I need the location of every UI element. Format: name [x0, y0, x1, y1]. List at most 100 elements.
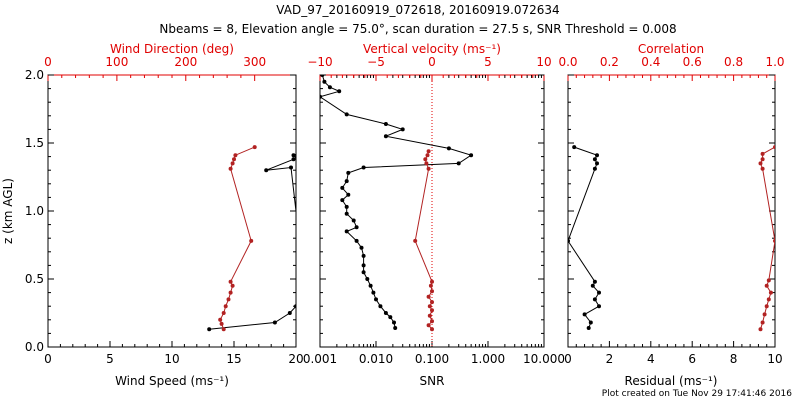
data-point-red	[758, 327, 763, 332]
data-point-black	[337, 89, 342, 94]
top-tick-label: 0	[428, 55, 436, 69]
top-tick-label: 0.0	[558, 55, 577, 69]
data-point-red	[764, 283, 769, 288]
panel-middle-plot: 0.001 0.010 0.100 1.000 10.000 −10 −5 0 5 10	[303, 55, 565, 366]
x-tick-label: 15	[226, 352, 241, 366]
top-tick-label: 200	[174, 55, 197, 69]
data-point-black	[371, 290, 376, 295]
data-point-red	[427, 313, 432, 318]
data-point-black	[383, 122, 388, 126]
data-point-black	[344, 112, 349, 117]
data-point-black	[327, 85, 332, 90]
data-point-black	[304, 296, 308, 300]
data-point-black	[446, 146, 451, 151]
data-point-black	[592, 297, 597, 302]
data-point-black	[351, 218, 356, 223]
y-tick-label: 2.0	[25, 68, 44, 82]
data-point-black	[359, 245, 364, 250]
x-tick-label: 0	[564, 352, 572, 366]
data-point-black	[592, 166, 597, 171]
data-point-black	[291, 157, 296, 162]
y-tick-label: 0.5	[25, 272, 44, 286]
plot-created-footer: Plot created on Tue Nov 29 17:41:46 2016	[602, 389, 792, 399]
title-line-2: Nbeams = 8, Elevation angle = 75.0°, sca…	[159, 22, 676, 36]
y-tick-label: 1.0	[25, 204, 44, 218]
data-point-red	[773, 238, 775, 243]
data-point-red	[426, 294, 431, 299]
data-point-black	[320, 94, 322, 99]
vertical-velocity-axis-title: Vertical velocity (ms⁻¹)	[363, 42, 501, 56]
x-tick-label: 8	[730, 352, 738, 366]
data-point-red	[760, 166, 765, 171]
data-point-black	[361, 165, 366, 170]
x-tick-label: 0.010	[359, 352, 393, 366]
data-point-black	[207, 327, 212, 332]
data-point-red	[228, 290, 233, 295]
series-line-black	[209, 153, 296, 330]
data-point-black	[469, 153, 474, 158]
series-black	[320, 75, 474, 330]
data-point-black	[383, 134, 388, 139]
panel-residual-correlation: Correlation Residual (ms⁻¹)	[625, 42, 718, 388]
data-point-red	[230, 161, 235, 166]
data-point-red	[768, 290, 773, 295]
data-point-black	[289, 165, 293, 170]
data-point-black	[582, 312, 587, 317]
data-point-red	[413, 238, 418, 243]
data-point-black	[340, 185, 345, 190]
series-red	[413, 149, 434, 332]
data-point-red	[425, 153, 430, 158]
data-point-red	[426, 149, 431, 154]
title-line-1: VAD_97_20160919_072618, 20160919.072634	[276, 3, 559, 17]
top-tick-label: −10	[307, 55, 332, 69]
data-point-red	[430, 289, 434, 294]
data-point-red	[760, 151, 765, 156]
series-red	[218, 145, 257, 332]
data-point-black	[361, 270, 366, 275]
data-point-black	[322, 79, 327, 84]
data-point-black	[344, 204, 349, 209]
data-point-black	[346, 192, 351, 197]
data-point-red	[252, 145, 257, 150]
panel-wind: Wind Direction (deg) Wind Speed (ms⁻¹) z…	[1, 42, 234, 388]
top-tick-label: 300	[243, 55, 266, 69]
data-point-red	[232, 157, 236, 162]
data-point-black	[361, 263, 366, 268]
data-point-red	[219, 321, 224, 326]
data-point-red	[430, 308, 434, 313]
data-point-red	[760, 157, 765, 162]
data-point-black	[592, 157, 597, 162]
data-point-red	[228, 166, 233, 171]
data-point-black	[299, 151, 303, 155]
data-point-red	[426, 323, 431, 328]
data-point-black	[568, 238, 570, 243]
data-point-red	[766, 278, 771, 283]
top-tick-label: 100	[105, 55, 128, 69]
data-point-black	[287, 311, 292, 315]
top-tick-label: 5	[484, 55, 492, 69]
data-point-black	[374, 297, 378, 302]
panel-snr-vertical-velocity: Vertical velocity (ms⁻¹) SNR	[363, 42, 501, 388]
data-point-black	[344, 179, 349, 184]
data-point-red	[427, 304, 432, 309]
data-point-black	[320, 75, 325, 77]
data-point-red	[230, 283, 235, 288]
data-point-black	[400, 127, 405, 132]
x-tick-label: 6	[688, 352, 696, 366]
x-tick-label: 10.000	[523, 352, 565, 366]
data-point-black	[590, 283, 595, 288]
series-black	[568, 145, 601, 330]
x-tick-label: 20	[288, 352, 303, 366]
data-point-black	[344, 229, 349, 234]
x-tick-label: 4	[647, 352, 655, 366]
top-tick-label: 0.2	[600, 55, 619, 69]
data-point-red	[426, 166, 431, 171]
data-point-red	[764, 304, 769, 309]
data-point-black	[272, 320, 277, 325]
data-point-black	[361, 253, 366, 258]
panel-right-plot: 0 2 4 6 8 10 0.0 0.2 0.4 0.6 0.8 1.0	[558, 55, 784, 366]
data-point-black	[368, 283, 373, 288]
top-tick-label: 1.0	[765, 55, 784, 69]
